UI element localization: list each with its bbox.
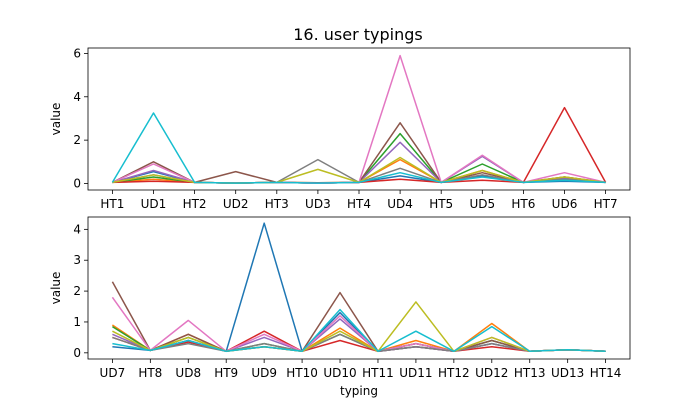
- x-tick-label: UD2: [223, 197, 249, 211]
- x-tick-label: HT14: [590, 366, 622, 380]
- x-tick-label: HT4: [347, 197, 371, 211]
- x-tick-label: HT5: [429, 197, 453, 211]
- x-tick-label: UD11: [399, 366, 432, 380]
- series-line-10: [112, 308, 606, 353]
- series-line-1: [112, 222, 606, 353]
- y-tick-label: 2: [73, 133, 81, 147]
- x-tick-label: HT7: [594, 197, 618, 211]
- x-tick-label: UD9: [251, 366, 277, 380]
- y-axis-label: value: [49, 103, 63, 136]
- series-line-3: [112, 132, 606, 184]
- x-tick-label: UD10: [323, 366, 356, 380]
- series-line-8: [112, 333, 606, 353]
- axes-frame: [87, 216, 631, 360]
- x-tick-label: HT10: [286, 366, 318, 380]
- y-tick-label: 3: [73, 253, 81, 267]
- x-tick-label: UD3: [305, 197, 331, 211]
- x-tick-label: HT13: [514, 366, 546, 380]
- y-tick-label: 6: [73, 46, 81, 60]
- series-line-5: [112, 141, 606, 184]
- x-tick-label: UD12: [475, 366, 508, 380]
- y-tick-label: 2: [73, 284, 81, 298]
- x-tick-label: HT3: [265, 197, 289, 211]
- x-tick-label: HT2: [183, 197, 207, 211]
- x-tick-label: HT8: [138, 366, 162, 380]
- x-tick-label: HT12: [438, 366, 470, 380]
- x-axis-label: typing: [340, 384, 378, 398]
- top-subplot: 0 2 4 6 HT1 UD1 HT2 UD2 HT3 UD3 HT4 UD4 HT5 UD5 HT6 UD6…: [49, 46, 631, 211]
- x-tick-label: HT6: [511, 197, 535, 211]
- y-tick-label: 1: [73, 315, 81, 329]
- x-tick-label: UD8: [175, 366, 201, 380]
- bottom-subplot: 0 1 2 3 4 UD7 HT8 UD8 HT9 UD9 HT10 UD10 HT11 UD11 HT12…: [49, 216, 631, 398]
- x-tick-label: UD13: [551, 366, 584, 380]
- x-tick-label: HT9: [214, 366, 238, 380]
- x-tick-label: UD1: [141, 197, 167, 211]
- x-tick-label: UD4: [387, 197, 413, 211]
- x-tick-label: UD5: [469, 197, 495, 211]
- y-tick-label: 4: [73, 222, 81, 236]
- series-line-9: [112, 301, 606, 353]
- x-tick-label: HT11: [362, 366, 394, 380]
- chart-title: 16. user typings: [293, 25, 423, 44]
- series-line-6: [112, 122, 606, 184]
- x-tick-label: UD7: [100, 366, 126, 380]
- y-tick-label: 4: [73, 90, 81, 104]
- y-tick-label: 0: [73, 346, 81, 360]
- series-line-4: [112, 106, 607, 184]
- series-line-10: [111, 112, 606, 184]
- y-axis-label: value: [49, 272, 63, 305]
- axes-frame: [87, 47, 631, 191]
- x-tick-label: UD6: [552, 197, 578, 211]
- y-tick-label: 0: [73, 176, 81, 190]
- x-tick-label: HT1: [100, 197, 124, 211]
- series-line-7: [112, 54, 606, 184]
